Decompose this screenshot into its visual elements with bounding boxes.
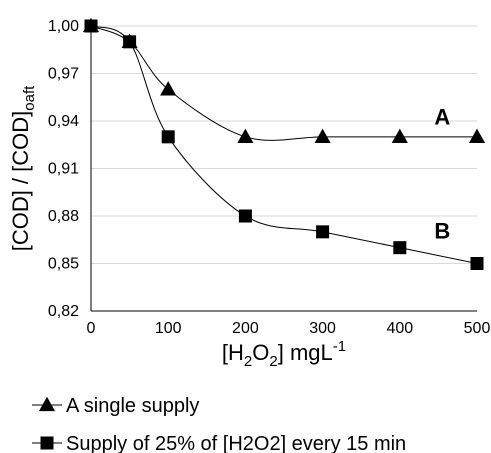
x-tick-label-1: 100	[155, 320, 182, 337]
x-axis-title-part-0: [H	[222, 340, 244, 365]
x-axis-title-part-1: 2	[244, 353, 252, 370]
x-axis-title-part-3: 2	[269, 353, 277, 370]
y-tick-label-1: 0,85	[48, 256, 79, 273]
series-line-a	[90, 25, 477, 141]
y-tick-label-3: 0,91	[48, 161, 79, 178]
series-annotation-b: B	[434, 218, 450, 243]
data-point-b-3	[238, 209, 252, 223]
x-tick-label-2: 200	[232, 320, 259, 337]
y-tick-label-4: 0,94	[48, 113, 79, 130]
y-tick-label-5: 0,97	[48, 66, 79, 83]
x-axis-title-part-5: -1	[333, 338, 346, 355]
x-tick-label-3: 300	[309, 320, 336, 337]
data-point-a-4	[314, 128, 331, 143]
data-point-b-0	[84, 19, 98, 33]
y-tick-label-6: 1,00	[48, 18, 79, 35]
labels-layer: 0,82 0,85 0,88 0,91 0,94 0,97 1,00 0 100 200 300 40…	[8, 18, 490, 370]
legend-label-b: Supply of 25% of [H2O2] every 15 min	[66, 433, 406, 453]
x-tick-label-0: 0	[87, 320, 96, 337]
data-point-b-2	[161, 130, 175, 144]
axes-layer	[90, 26, 477, 312]
data-point-a-3	[237, 128, 254, 143]
x-tick-label-4: 400	[386, 320, 413, 337]
legend-marker-b	[40, 436, 54, 450]
series-annotation-a: A	[434, 104, 450, 129]
legend-marker-a	[38, 396, 56, 412]
y-axis-title-part-1: oaft	[21, 85, 38, 111]
y-axis-title-part-0: [COD] / [COD]	[8, 111, 33, 252]
data-point-b-1	[123, 35, 137, 49]
series-line-b	[90, 25, 478, 264]
legend-layer: A single supply Supply of 25% of [H2O2] e…	[32, 395, 406, 453]
x-tick-label-5: 500	[464, 320, 491, 337]
y-tick-label-0: 0,82	[48, 303, 79, 320]
data-point-b-4	[316, 225, 330, 239]
data-point-a-5	[391, 128, 408, 143]
y-axis-title: [COD] / [COD]oaft	[8, 85, 38, 251]
grid-layer	[91, 25, 477, 312]
data-point-b-6	[470, 257, 484, 270]
x-axis-title-part-2: O	[252, 340, 269, 365]
data-point-b-5	[393, 241, 407, 255]
data-point-a-2	[160, 81, 177, 96]
data-point-a-6	[468, 128, 486, 143]
y-tick-label-2: 0,88	[48, 208, 79, 225]
series-layer	[82, 17, 486, 270]
x-axis-title-part-4: ] mgL	[278, 340, 333, 365]
legend-label-a: A single supply	[66, 395, 199, 417]
x-axis-title: [H2O2] mgL-1	[222, 338, 346, 370]
